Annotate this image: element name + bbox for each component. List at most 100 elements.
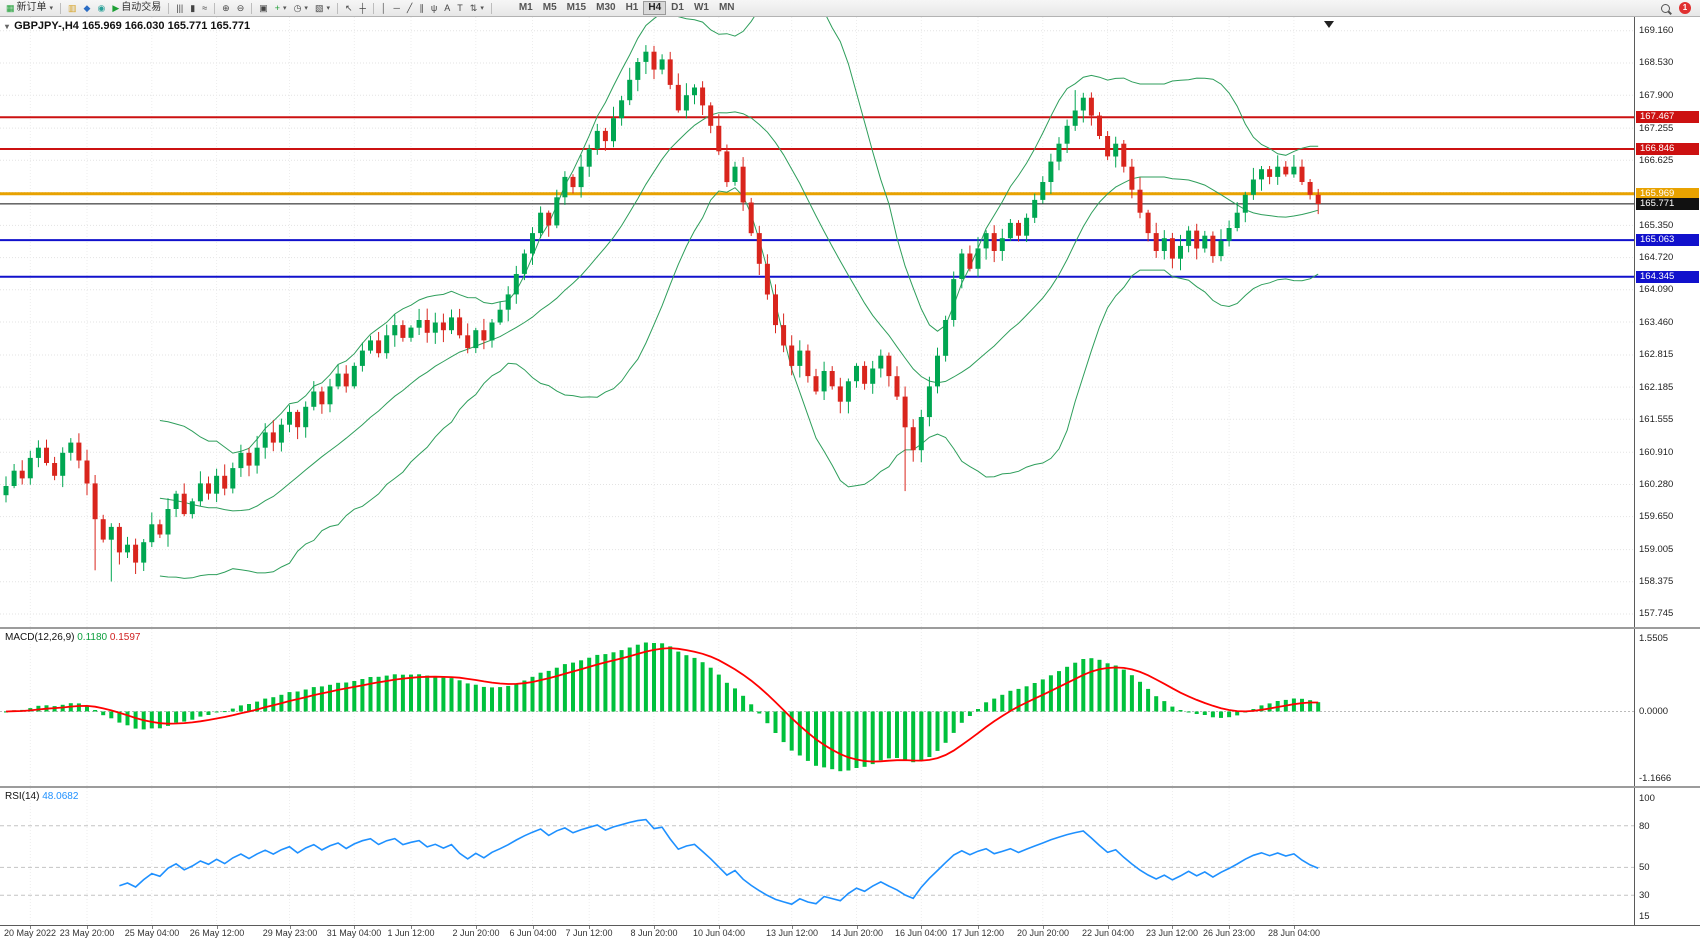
toolbar-separator xyxy=(336,2,338,14)
time-axis-label: 6 Jun 04:00 xyxy=(509,928,557,938)
timeframe-M15[interactable]: M15 xyxy=(562,1,591,15)
price-axis-label: 166.625 xyxy=(1639,154,1674,166)
time-tick xyxy=(1294,926,1295,929)
macd-panel[interactable]: MACD(12,26,9) 0.1180 0.1597 xyxy=(0,629,1634,786)
bar-chart-button[interactable]: ||| xyxy=(173,1,186,16)
templates-button[interactable]: ▧ ▾ xyxy=(312,1,333,16)
autotrading-button[interactable]: ▶ 自动交易 xyxy=(109,1,164,16)
price-axis-label: 167.900 xyxy=(1639,89,1674,101)
charts-button[interactable]: ▥ xyxy=(65,1,80,16)
timeframe-M30[interactable]: M30 xyxy=(591,1,620,15)
trendline-button[interactable]: ╱ xyxy=(404,1,415,16)
time-tick xyxy=(719,926,720,929)
channel-icon: ∥ xyxy=(419,2,424,13)
timeframe-H1[interactable]: H1 xyxy=(621,1,644,15)
time-tick xyxy=(1043,926,1044,929)
macd-name: MACD(12,26,9) xyxy=(5,632,75,643)
timeframe-W1[interactable]: W1 xyxy=(689,1,714,15)
crosshair-icon: ┼ xyxy=(359,2,366,13)
autotrading-label: 自动交易 xyxy=(121,2,162,13)
time-axis-label: 8 Jun 20:00 xyxy=(630,928,678,938)
price-level-chip: 164.345 xyxy=(1636,270,1699,283)
time-axis-label: 23 Jun 12:00 xyxy=(1145,928,1199,938)
chevron-down-icon: ▾ xyxy=(49,4,54,12)
timeframe-H4[interactable]: H4 xyxy=(643,1,667,15)
new-order-button[interactable]: ▦ 新订单 ▾ xyxy=(3,1,56,16)
navigator-button[interactable]: ◉ xyxy=(94,1,108,16)
panel-splitter[interactable] xyxy=(0,786,1700,788)
time-scale[interactable]: 20 May 2022 23 May 20:00 25 May 04:00 26 Ma… xyxy=(0,925,1700,939)
rsi-value: 48.0682 xyxy=(42,791,79,802)
rsi-label: RSI(14) 48.0682 xyxy=(5,791,78,802)
timeframe-M1[interactable]: M1 xyxy=(514,1,538,15)
tile-windows-icon: ▣ xyxy=(259,2,268,13)
arrows-button[interactable]: ⇅ ▾ xyxy=(467,1,487,16)
new-order-label: 新订单 xyxy=(16,2,47,13)
candlestick-button[interactable]: ▮ xyxy=(187,1,198,16)
macd-main-value: 0.1180 xyxy=(77,632,108,643)
main-chart-plot[interactable]: ▾ GBPJPY-,H4 165.969 166.030 165.771 165… xyxy=(0,17,1634,627)
time-axis-label: 22 Jun 04:00 xyxy=(1081,928,1135,938)
line-chart-button[interactable]: ≈ xyxy=(199,1,210,16)
time-tick xyxy=(1172,926,1173,929)
time-tick xyxy=(411,926,412,929)
current-price-chip: 165.771 xyxy=(1636,197,1699,210)
time-tick xyxy=(1229,926,1230,929)
zoom-out-button[interactable]: ⊖ xyxy=(234,1,248,16)
macd-axis-label: 1.5505 xyxy=(1639,633,1669,644)
chevron-down-icon: ▾ xyxy=(304,4,308,12)
autotrading-play-icon: ▶ xyxy=(112,2,120,13)
price-axis-label: 158.375 xyxy=(1639,576,1674,588)
fibonacci-button[interactable]: ψ xyxy=(428,1,440,16)
rsi-axis-label: 15 xyxy=(1639,911,1650,922)
time-tick xyxy=(589,926,590,929)
rsi-axis-label: 80 xyxy=(1639,820,1650,832)
crosshair-button[interactable]: ┼ xyxy=(357,1,369,16)
chevron-down-icon: ▾ xyxy=(283,4,287,12)
time-tick xyxy=(857,926,858,929)
time-tick xyxy=(476,926,477,929)
price-axis-label: 163.460 xyxy=(1639,316,1674,328)
cursor-button[interactable]: ↖ xyxy=(342,1,356,16)
price-axis-label: 159.650 xyxy=(1639,511,1674,523)
price-level-chip: 167.467 xyxy=(1636,111,1699,124)
search-button[interactable] xyxy=(1658,1,1673,16)
fibonacci-icon: ψ xyxy=(430,2,438,13)
price-axis-label: 169.160 xyxy=(1639,25,1674,37)
chevron-down-icon: ▾ xyxy=(326,4,330,12)
price-axis-label: 160.280 xyxy=(1639,478,1674,490)
rsi-name: RSI(14) xyxy=(5,791,40,802)
timeframe-M5[interactable]: M5 xyxy=(538,1,562,15)
toolbar-right: 1 xyxy=(1658,1,1697,16)
toolbar-separator xyxy=(490,2,492,14)
time-tick xyxy=(152,926,153,929)
template-icon: ▧ xyxy=(314,2,324,13)
tile-windows-button[interactable]: ▣ xyxy=(256,1,271,16)
horizontal-line-button[interactable]: ─ xyxy=(391,1,403,16)
toolbar-separator xyxy=(372,2,374,14)
time-axis-label: 13 Jun 12:00 xyxy=(765,928,819,938)
charts-icon: ▥ xyxy=(68,2,77,13)
vertical-line-icon: │ xyxy=(380,2,387,13)
indicators-button[interactable]: + ▾ xyxy=(272,1,290,16)
periods-button[interactable]: ◷ ▾ xyxy=(291,1,311,16)
time-tick xyxy=(792,926,793,929)
vertical-line-button[interactable]: │ xyxy=(378,1,390,16)
time-axis-label: 31 May 04:00 xyxy=(326,928,382,938)
notification-badge[interactable]: 1 xyxy=(1679,2,1691,14)
time-tick xyxy=(1108,926,1109,929)
time-tick xyxy=(654,926,655,929)
panel-splitter[interactable] xyxy=(0,627,1700,629)
channel-button[interactable]: ∥ xyxy=(416,1,427,16)
timeframe-D1[interactable]: D1 xyxy=(666,1,689,15)
zoom-in-button[interactable]: ⊕ xyxy=(219,1,233,16)
text-label-button[interactable]: T xyxy=(454,1,466,16)
market-watch-button[interactable]: ◆ xyxy=(81,1,94,16)
time-tick xyxy=(354,926,355,929)
trendline-icon: ╱ xyxy=(406,2,413,13)
price-scale[interactable]: 169.160 168.530 167.900 167.255 166.625 165.9… xyxy=(1634,17,1700,925)
zoom-out-icon: ⊖ xyxy=(236,2,245,13)
text-button[interactable]: A xyxy=(441,1,453,16)
rsi-panel[interactable]: RSI(14) 48.0682 xyxy=(0,788,1634,925)
timeframe-MN[interactable]: MN xyxy=(714,1,740,15)
